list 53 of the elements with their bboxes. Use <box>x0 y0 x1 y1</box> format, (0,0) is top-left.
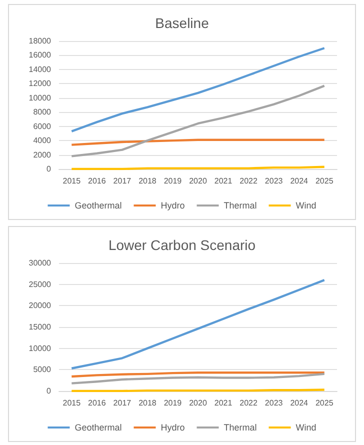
legend-label: Thermal <box>224 200 257 210</box>
y-tick-label: 10000 <box>28 344 52 353</box>
line-series <box>70 84 326 158</box>
y-tick-label: 0 <box>46 386 52 396</box>
x-tick-label: 2020 <box>189 398 208 408</box>
line-series <box>70 278 326 370</box>
y-tick-label: 10000 <box>28 93 52 102</box>
x-tick-label: 2016 <box>88 398 106 408</box>
x-tick-label: 2018 <box>138 176 157 186</box>
x-tick-label: 2017 <box>113 398 132 408</box>
x-tick-label: 2020 <box>189 176 208 186</box>
y-tick-label: 5000 <box>33 365 52 374</box>
y-tick-label: 4000 <box>33 136 52 146</box>
x-tick-label: 2018 <box>138 398 157 408</box>
x-tick-label: 2022 <box>240 398 258 408</box>
y-tick-label: 16000 <box>28 50 52 60</box>
y-tick-label: 0 <box>46 164 52 174</box>
x-tick-label: 2015 <box>62 398 82 408</box>
y-tick-label: 25000 <box>28 280 52 289</box>
x-tick-label: 2024 <box>290 176 309 186</box>
y-tick-label: 20000 <box>28 301 52 310</box>
y-tick-label: 2000 <box>33 150 52 160</box>
line-series <box>70 372 326 384</box>
x-tick-label: 2022 <box>240 176 258 186</box>
x-tick-label: 2016 <box>88 176 106 186</box>
legend-label: Hydro <box>160 200 185 210</box>
legend-label: Wind <box>296 200 316 210</box>
legend-label: Hydro <box>160 422 185 432</box>
y-tick-label: 18000 <box>28 36 52 46</box>
legend-label: Geothermal <box>74 422 122 432</box>
x-tick-label: 2021 <box>214 176 233 186</box>
x-tick-label: 2024 <box>290 398 309 408</box>
x-tick-label: 2025 <box>315 398 334 408</box>
x-tick-label: 2025 <box>315 176 334 186</box>
y-tick-label: 12000 <box>28 79 52 88</box>
legend-label: Geothermal <box>74 200 122 210</box>
line-series <box>70 47 326 132</box>
y-tick-label: 6000 <box>33 122 52 131</box>
y-tick-label: 30000 <box>28 258 52 268</box>
y-tick-label: 14000 <box>28 64 52 74</box>
legend-label: Thermal <box>224 422 257 432</box>
y-tick-label: 8000 <box>33 108 52 117</box>
x-tick-label: 2017 <box>113 176 132 186</box>
x-tick-label: 2015 <box>62 176 82 186</box>
chart-title: Baseline <box>155 15 210 31</box>
x-tick-label: 2019 <box>164 176 182 186</box>
x-tick-label: 2021 <box>214 398 233 408</box>
chart-title: Lower Carbon Scenario <box>108 237 256 253</box>
y-tick-label: 15000 <box>28 322 52 332</box>
x-tick-label: 2023 <box>264 398 284 408</box>
x-tick-label: 2023 <box>264 176 284 186</box>
x-tick-label: 2019 <box>164 398 182 408</box>
legend-label: Wind <box>296 422 316 432</box>
